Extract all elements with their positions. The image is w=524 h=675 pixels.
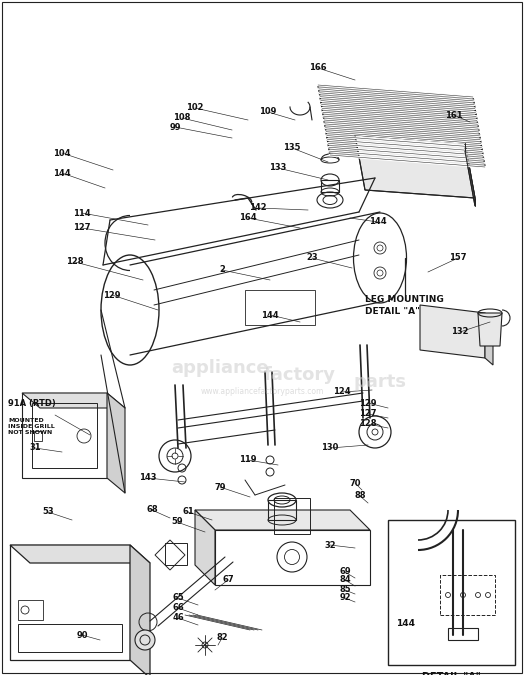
Bar [215, 530, 370, 585]
Text: 84: 84 [339, 576, 351, 585]
Text: 135: 135 [283, 144, 301, 153]
Text: LEG MOUNTING: LEG MOUNTING [365, 296, 444, 304]
Ellipse shape [135, 630, 155, 650]
Bar [22, 393, 107, 478]
Text: 92: 92 [339, 593, 351, 603]
Text: 104: 104 [53, 148, 71, 157]
Text: 2: 2 [219, 265, 225, 275]
Text: 142: 142 [249, 203, 267, 213]
Polygon shape [195, 510, 215, 585]
Bar [448, 628, 478, 640]
Text: 133: 133 [269, 163, 287, 173]
Text: 129: 129 [359, 398, 377, 408]
Text: 53: 53 [42, 508, 54, 516]
Polygon shape [130, 545, 150, 675]
Bar [274, 498, 310, 534]
Text: 69: 69 [339, 568, 351, 576]
Polygon shape [10, 545, 150, 563]
Text: 82: 82 [216, 634, 228, 643]
Polygon shape [22, 393, 125, 408]
Polygon shape [195, 510, 370, 530]
Text: 130: 130 [321, 443, 339, 452]
Text: 46: 46 [172, 614, 184, 622]
Text: MOUNTED
INSIDE GRILL
NOT SHOWN: MOUNTED INSIDE GRILL NOT SHOWN [8, 418, 54, 435]
Text: 157: 157 [449, 254, 467, 263]
Text: 161: 161 [445, 111, 463, 119]
Text: 79: 79 [214, 483, 226, 491]
Text: 128: 128 [359, 419, 377, 429]
Polygon shape [465, 143, 475, 206]
Text: 32: 32 [324, 541, 336, 549]
Text: 144: 144 [53, 169, 71, 178]
Text: 66: 66 [172, 603, 184, 612]
Text: 91A (RTD): 91A (RTD) [8, 399, 56, 408]
Text: 65: 65 [172, 593, 184, 603]
Text: 129: 129 [103, 290, 121, 300]
Bar [245, 290, 315, 325]
Text: 164: 164 [239, 213, 257, 223]
Text: 70: 70 [350, 479, 361, 487]
Text: 124: 124 [333, 387, 351, 396]
Text: DETAIL "A": DETAIL "A" [422, 672, 481, 675]
Bar [165, 543, 187, 565]
Polygon shape [318, 85, 485, 167]
Polygon shape [485, 313, 493, 365]
Text: 144: 144 [397, 618, 416, 628]
Text: 61: 61 [182, 508, 194, 516]
Text: 67: 67 [222, 576, 234, 585]
Polygon shape [478, 313, 502, 346]
Text: 143: 143 [139, 473, 157, 483]
Text: parts: parts [354, 373, 407, 391]
Text: 127: 127 [359, 410, 377, 418]
Text: 128: 128 [66, 257, 84, 267]
Text: 119: 119 [239, 456, 257, 464]
Text: 109: 109 [259, 107, 277, 117]
Bar [18, 624, 122, 652]
Text: DETAIL "A": DETAIL "A" [365, 308, 420, 317]
Text: 85: 85 [339, 585, 351, 595]
Text: 127: 127 [73, 223, 91, 232]
Bar [440, 575, 495, 615]
Polygon shape [355, 135, 475, 198]
Text: 99: 99 [169, 122, 181, 132]
Text: 144: 144 [261, 310, 279, 319]
Text: 144: 144 [369, 217, 387, 227]
Text: 102: 102 [186, 103, 204, 113]
Text: www.appliancefactoryparts.com: www.appliancefactoryparts.com [200, 387, 324, 396]
Text: 90: 90 [77, 630, 88, 639]
Text: 68: 68 [146, 506, 158, 514]
Bar [34, 431, 42, 441]
Text: factory: factory [264, 366, 336, 384]
Text: 166: 166 [309, 63, 327, 72]
Text: 59: 59 [171, 518, 183, 526]
Text: 108: 108 [173, 113, 191, 122]
Bar [32, 403, 97, 468]
Text: 31: 31 [29, 443, 41, 452]
Polygon shape [107, 393, 125, 493]
Bar [321, 180, 339, 192]
Bar [268, 500, 296, 520]
Bar [18, 600, 43, 620]
Text: appliance: appliance [171, 359, 269, 377]
Text: 132: 132 [451, 327, 469, 337]
Text: 88: 88 [354, 491, 366, 500]
Text: 23: 23 [306, 254, 318, 263]
Polygon shape [420, 305, 485, 358]
Bar [388, 520, 515, 665]
Bar [10, 545, 130, 660]
Text: 114: 114 [73, 209, 91, 217]
